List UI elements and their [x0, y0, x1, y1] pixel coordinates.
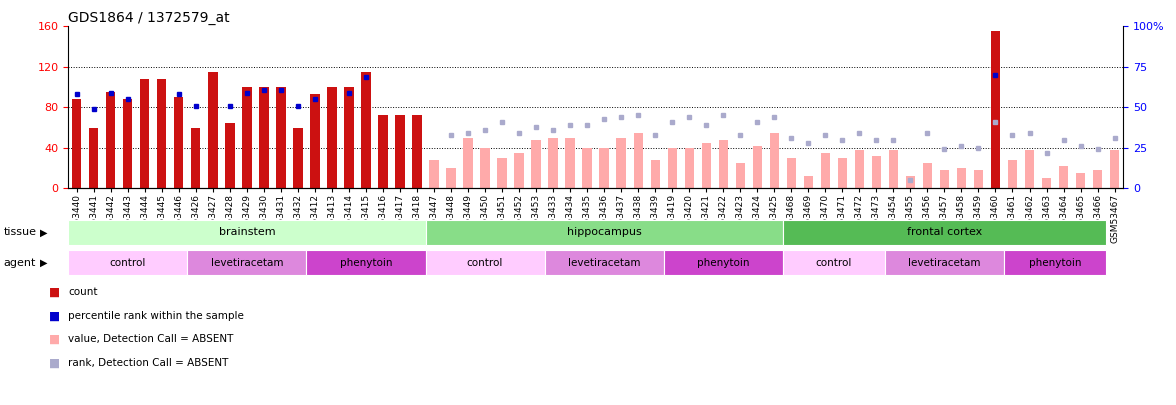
Bar [480, 148, 489, 188]
Bar [259, 87, 268, 188]
Bar [566, 138, 575, 188]
Bar [753, 146, 762, 188]
Text: tissue: tissue [4, 227, 36, 237]
Bar [783, 250, 884, 275]
Bar [548, 138, 557, 188]
Bar [940, 170, 949, 188]
Bar [72, 99, 81, 188]
Text: GDS1864 / 1372579_at: GDS1864 / 1372579_at [68, 11, 229, 25]
Bar [426, 220, 783, 245]
Text: value, Detection Call = ABSENT: value, Detection Call = ABSENT [68, 335, 234, 344]
Bar [192, 128, 200, 188]
Text: ■: ■ [49, 333, 60, 346]
Bar [906, 176, 915, 188]
Text: count: count [68, 288, 98, 297]
Bar [855, 150, 864, 188]
Bar [68, 220, 426, 245]
Bar [544, 250, 663, 275]
Bar [429, 160, 439, 188]
Bar [140, 79, 149, 188]
Bar [174, 97, 183, 188]
Bar [769, 133, 779, 188]
Text: hippocampus: hippocampus [567, 227, 642, 237]
Bar [123, 99, 133, 188]
Bar [514, 153, 523, 188]
Bar [889, 150, 898, 188]
Text: ▶: ▶ [40, 227, 47, 237]
Text: ■: ■ [49, 286, 60, 299]
Bar [497, 158, 507, 188]
Bar [242, 87, 252, 188]
Bar [684, 148, 694, 188]
Bar [447, 168, 456, 188]
Bar [702, 143, 711, 188]
Bar [1004, 250, 1107, 275]
Bar [307, 250, 426, 275]
Bar [208, 72, 218, 188]
Bar [413, 115, 422, 188]
Text: control: control [467, 258, 503, 268]
Bar [634, 133, 643, 188]
Bar [957, 168, 967, 188]
Bar [1058, 166, 1068, 188]
Bar [582, 148, 592, 188]
Bar [1024, 150, 1034, 188]
Bar [276, 87, 286, 188]
Bar [803, 176, 813, 188]
Text: ▶: ▶ [40, 258, 47, 268]
Text: ■: ■ [49, 309, 60, 322]
Bar [345, 87, 354, 188]
Bar [463, 138, 473, 188]
Text: agent: agent [4, 258, 36, 268]
Bar [225, 122, 234, 188]
Bar [532, 140, 541, 188]
Bar [1076, 173, 1085, 188]
Bar [187, 250, 307, 275]
Bar [871, 156, 881, 188]
Bar [668, 148, 677, 188]
Bar [1093, 170, 1102, 188]
Bar [1008, 160, 1017, 188]
Text: frontal cortex: frontal cortex [907, 227, 982, 237]
Bar [327, 87, 336, 188]
Text: phenytoin: phenytoin [340, 258, 393, 268]
Bar [787, 158, 796, 188]
Text: levetiracetam: levetiracetam [568, 258, 641, 268]
Bar [89, 128, 99, 188]
Bar [923, 163, 933, 188]
Bar [1110, 150, 1120, 188]
Text: levetiracetam: levetiracetam [211, 258, 283, 268]
Text: phenytoin: phenytoin [697, 258, 749, 268]
Bar [837, 158, 847, 188]
Bar [379, 115, 388, 188]
Bar [426, 250, 544, 275]
Bar [783, 220, 1107, 245]
Bar [600, 148, 609, 188]
Text: ■: ■ [49, 356, 60, 369]
Bar [821, 153, 830, 188]
Text: control: control [109, 258, 146, 268]
Bar [158, 79, 167, 188]
Bar [106, 92, 115, 188]
Bar [68, 250, 187, 275]
Bar [395, 115, 405, 188]
Text: rank, Detection Call = ABSENT: rank, Detection Call = ABSENT [68, 358, 228, 368]
Bar [974, 170, 983, 188]
Bar [1042, 178, 1051, 188]
Bar [616, 138, 626, 188]
Bar [719, 140, 728, 188]
Text: phenytoin: phenytoin [1029, 258, 1081, 268]
Bar [650, 160, 660, 188]
Bar [361, 72, 370, 188]
Bar [293, 128, 302, 188]
Bar [663, 250, 783, 275]
Text: levetiracetam: levetiracetam [908, 258, 981, 268]
Bar [991, 32, 1000, 188]
Text: percentile rank within the sample: percentile rank within the sample [68, 311, 245, 321]
Text: brainstem: brainstem [219, 227, 275, 237]
Bar [884, 250, 1004, 275]
Bar [310, 94, 320, 188]
Bar [735, 163, 744, 188]
Text: control: control [816, 258, 853, 268]
